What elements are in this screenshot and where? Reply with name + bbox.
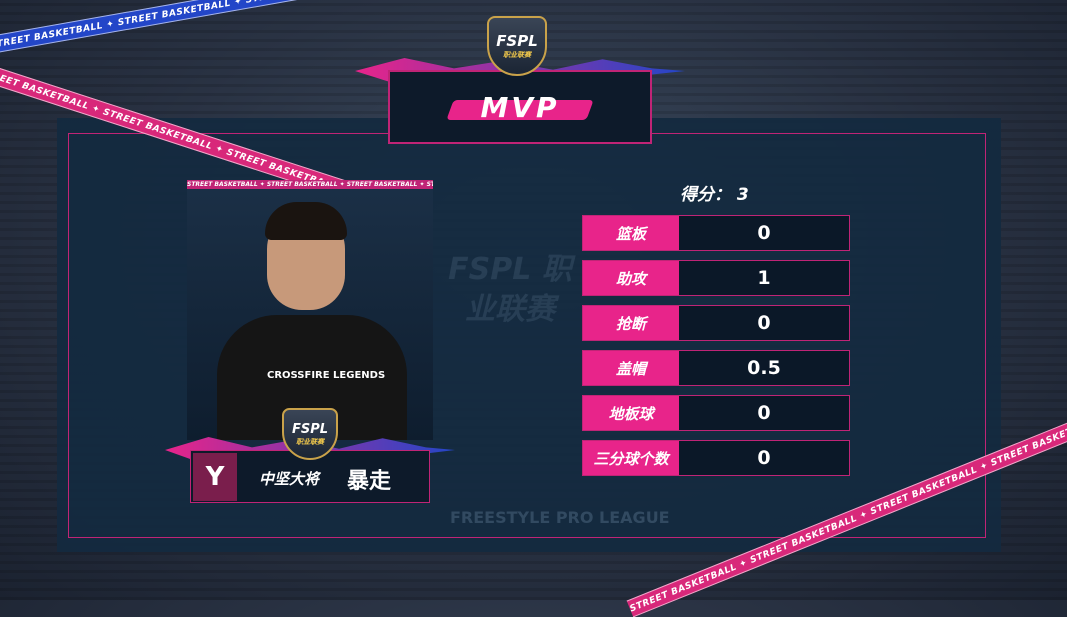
league-logo: FSPL 职业联赛: [487, 16, 547, 76]
stat-row: 抢断 0: [582, 305, 850, 341]
stat-row: 篮板 0: [582, 215, 850, 251]
watermark-subtitle: FREESTYLE PRO LEAGUE: [450, 508, 670, 527]
stat-label: 盖帽: [583, 351, 679, 385]
stat-row: 三分球个数 0: [582, 440, 850, 476]
stat-value: 0: [679, 396, 849, 430]
league-logo-small: FSPL 职业联赛: [282, 408, 338, 460]
stat-value: 0: [679, 216, 849, 250]
page-title: MVP: [480, 90, 560, 124]
stat-value: 1: [679, 261, 849, 295]
jersey-logo: CROSSFIRE LEGENDS: [267, 370, 386, 381]
score-value: 3: [736, 185, 749, 205]
score-line: 得分： 3: [680, 180, 749, 205]
league-logo-sub: 职业联赛: [503, 51, 531, 59]
stat-label: 三分球个数: [583, 441, 679, 475]
stat-row: 盖帽 0.5: [582, 350, 850, 386]
stat-value: 0: [679, 306, 849, 340]
league-logo-text: FSPL: [496, 32, 538, 50]
stat-value: 0: [679, 441, 849, 475]
score-label: 得分：: [680, 185, 731, 205]
league-logo-small-sub: 职业联赛: [296, 437, 324, 446]
league-logo-small-text: FSPL: [291, 421, 329, 437]
watermark-logo: FSPL 职业联赛: [448, 252, 572, 327]
stat-label: 抢断: [583, 306, 679, 340]
stat-value: 0.5: [679, 351, 849, 385]
stat-label: 篮板: [583, 216, 679, 250]
team-logo-icon: Y: [193, 453, 237, 501]
title-box: MVP: [388, 70, 652, 144]
player-title: 中坚大将: [259, 470, 320, 488]
player-photo: CROSSFIRE LEGENDS: [187, 180, 433, 440]
stat-row: 助攻 1: [582, 260, 850, 296]
stat-label: 地板球: [583, 396, 679, 430]
stat-label: 助攻: [583, 261, 679, 295]
photo-tape: STREET BASKETBALL ✦ STREET BASKETBALL ✦ …: [187, 180, 433, 189]
player-name: 暴走: [347, 469, 392, 494]
stat-row: 地板球 0: [582, 395, 850, 431]
